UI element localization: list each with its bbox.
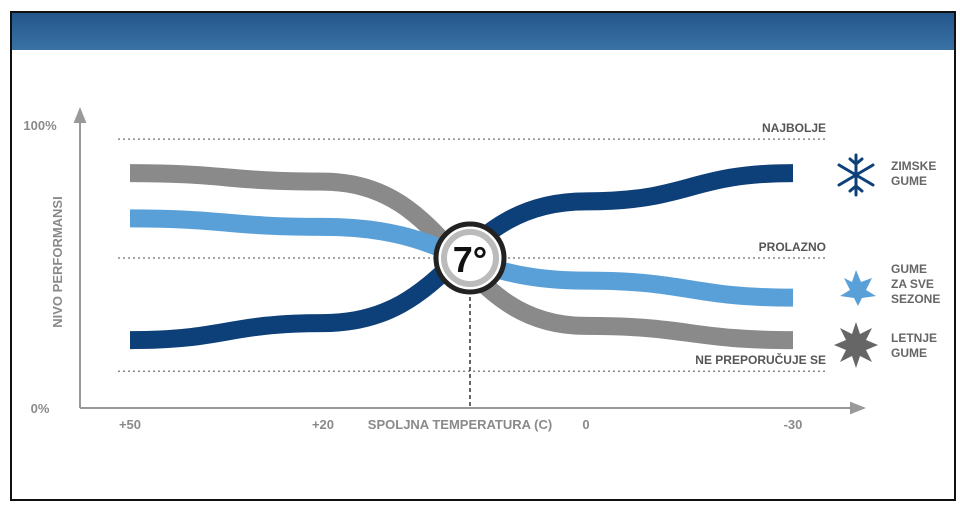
snowflake-icon <box>837 153 875 197</box>
x-tick-label: -30 <box>784 417 803 432</box>
legend-entry: ZIMSKE GUME <box>891 159 937 188</box>
leaf-icon <box>840 270 876 306</box>
reference-label: NAJBOLJE <box>762 121 826 135</box>
y-tick-label: 100% <box>23 118 57 133</box>
legend-entry: LETNJE GUME <box>891 331 938 360</box>
legend-entry: GUME ZA SVE SEZONE <box>891 262 941 306</box>
x-tick-label: +20 <box>312 417 334 432</box>
marker-rim <box>441 229 499 287</box>
reference-label: PROLAZNO <box>759 240 826 254</box>
x-tick-label: +50 <box>119 417 141 432</box>
x-axis-label: SPOLJNA TEMPERATURA (C) <box>368 417 552 432</box>
y-tick-label: 0% <box>31 401 50 416</box>
header-bar <box>12 13 954 50</box>
reference-label: NE PREPORUČUJE SE <box>695 352 826 367</box>
sun-icon <box>834 322 878 368</box>
y-axis-label: NIVO PERFORMANSI <box>50 196 65 327</box>
x-tick-label: 0 <box>582 417 589 432</box>
marker-label: 7° <box>453 239 487 280</box>
